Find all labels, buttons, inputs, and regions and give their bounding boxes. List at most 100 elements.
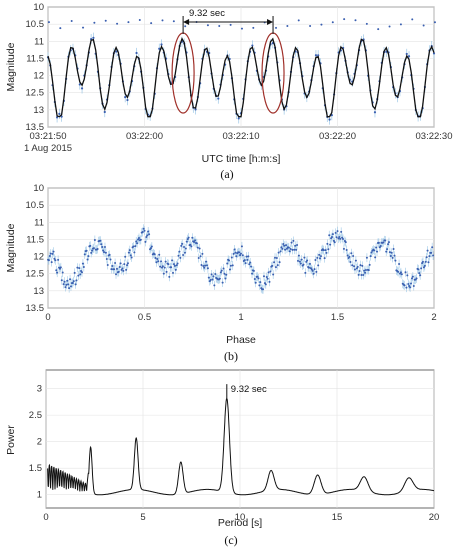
panel-b-point — [393, 254, 396, 257]
panel-b-point — [428, 255, 431, 258]
panel-b-point — [139, 238, 142, 241]
panel-b-x-tick-label: 0.5 — [138, 312, 151, 323]
panel-b-point — [210, 273, 213, 276]
panel-b-point — [150, 245, 153, 248]
panel-b-point — [134, 245, 137, 248]
panel-a-point — [433, 21, 436, 24]
panel-b-point — [71, 282, 74, 285]
panel-c-x-tick-label: 10 — [235, 512, 246, 523]
panel-b-point — [311, 269, 314, 272]
panel-b-y-label: Magnitude — [5, 223, 17, 272]
panel-a-point — [58, 112, 61, 116]
panel-b-point — [230, 256, 233, 259]
panel-b-point — [282, 243, 285, 246]
panel-b-point — [329, 243, 332, 246]
panel-b-point — [69, 285, 72, 288]
panel-b-point — [283, 244, 286, 247]
panel-b-point — [418, 272, 421, 275]
panel-a-y-tick-label: 12 — [33, 71, 44, 82]
panel-b-point — [123, 263, 126, 266]
panel-b-point — [407, 282, 410, 285]
panel-b-point — [279, 250, 282, 253]
panel-a-point — [80, 87, 84, 90]
panel-b-point — [148, 233, 151, 236]
panel-b-point — [168, 275, 171, 278]
panel-b-point — [68, 287, 71, 290]
panel-b-point — [249, 261, 252, 264]
panel-b-point — [253, 278, 256, 281]
panel-a-caption: (a) — [220, 167, 233, 181]
panel-b-point — [360, 274, 363, 277]
panel-b-point — [178, 250, 181, 253]
panel-b-point — [74, 283, 77, 286]
panel-a-x-tick-label: 03:22:10 — [223, 131, 260, 142]
panel-b-point — [336, 230, 339, 233]
panel-a-point — [365, 22, 368, 25]
panel-b-point — [272, 273, 275, 276]
panel-b-point — [277, 251, 280, 254]
panel-a-point — [309, 25, 312, 28]
panel-b-point — [421, 260, 424, 263]
panel-b-point — [105, 257, 108, 260]
panel-b-point — [163, 266, 166, 269]
panel-b-point — [409, 286, 412, 289]
panel-b-point — [353, 265, 356, 268]
panel-b-point — [235, 255, 238, 258]
panel-b-point — [370, 251, 373, 254]
panel-b-point — [400, 273, 403, 276]
panel-b-point — [209, 278, 212, 281]
panel-b-point — [122, 269, 125, 272]
panel-b-point — [243, 259, 246, 262]
panel-b-point — [364, 269, 367, 272]
panel-b-point — [232, 252, 235, 255]
panel-a-point — [184, 25, 187, 28]
panel-b-point — [247, 255, 250, 258]
panel-a-date-label: 1 Aug 2015 — [24, 143, 72, 154]
panel-a-point — [373, 111, 377, 114]
panel-c-y-tick-label: 2.5 — [29, 410, 42, 421]
panel-a-point — [229, 23, 232, 26]
panel-a-y-tick-label: 13 — [33, 105, 44, 116]
panel-c-y-label: Power — [5, 425, 17, 455]
panel-b-point — [268, 280, 271, 283]
panel-c-annotation: 9.32 sec — [231, 384, 267, 395]
panel-b-point — [290, 241, 293, 244]
panel-c-x-tick-label: 15 — [332, 512, 343, 523]
panel-b-point — [82, 266, 85, 269]
panel-b-point — [86, 258, 89, 261]
panel-a-x-tick-label: 03:22:20 — [319, 131, 356, 142]
panel-b-point — [300, 258, 303, 261]
panel-b-point — [266, 277, 269, 280]
panel-b-y-tick-label: 13 — [33, 286, 44, 297]
panel-a-point — [138, 18, 141, 21]
panel-b-point — [349, 260, 352, 263]
panel-a-point — [115, 50, 118, 53]
panel-a-point — [405, 52, 408, 56]
panel-b-point — [154, 256, 157, 259]
panel-b-point — [160, 260, 163, 263]
panel-b-point — [79, 273, 82, 276]
panel-b-point — [265, 276, 268, 279]
panel-c-x-tick-label: 5 — [140, 512, 145, 523]
panel-a-y-tick-label: 10.5 — [26, 19, 45, 30]
panel-b-point — [48, 255, 51, 258]
panel-b-point — [161, 265, 164, 268]
panel-b-point — [362, 273, 365, 276]
panel-b-point — [340, 230, 343, 233]
panel-b-point — [172, 263, 175, 266]
panel-b-point — [213, 284, 216, 287]
panel-a-point — [55, 116, 59, 119]
panel-b-point — [76, 266, 79, 269]
panel-b-point — [304, 271, 307, 274]
panel-b-point — [182, 254, 185, 257]
panel-b-point — [245, 255, 248, 258]
panel-b-point — [119, 262, 122, 265]
panel-b-point — [303, 256, 306, 259]
panel-b-point — [222, 267, 225, 270]
panel-b-point — [214, 273, 217, 276]
panel-b-point — [240, 252, 242, 255]
panel-a-points — [46, 18, 436, 121]
panel-b-point — [149, 247, 152, 250]
panel-b-point — [392, 247, 395, 250]
